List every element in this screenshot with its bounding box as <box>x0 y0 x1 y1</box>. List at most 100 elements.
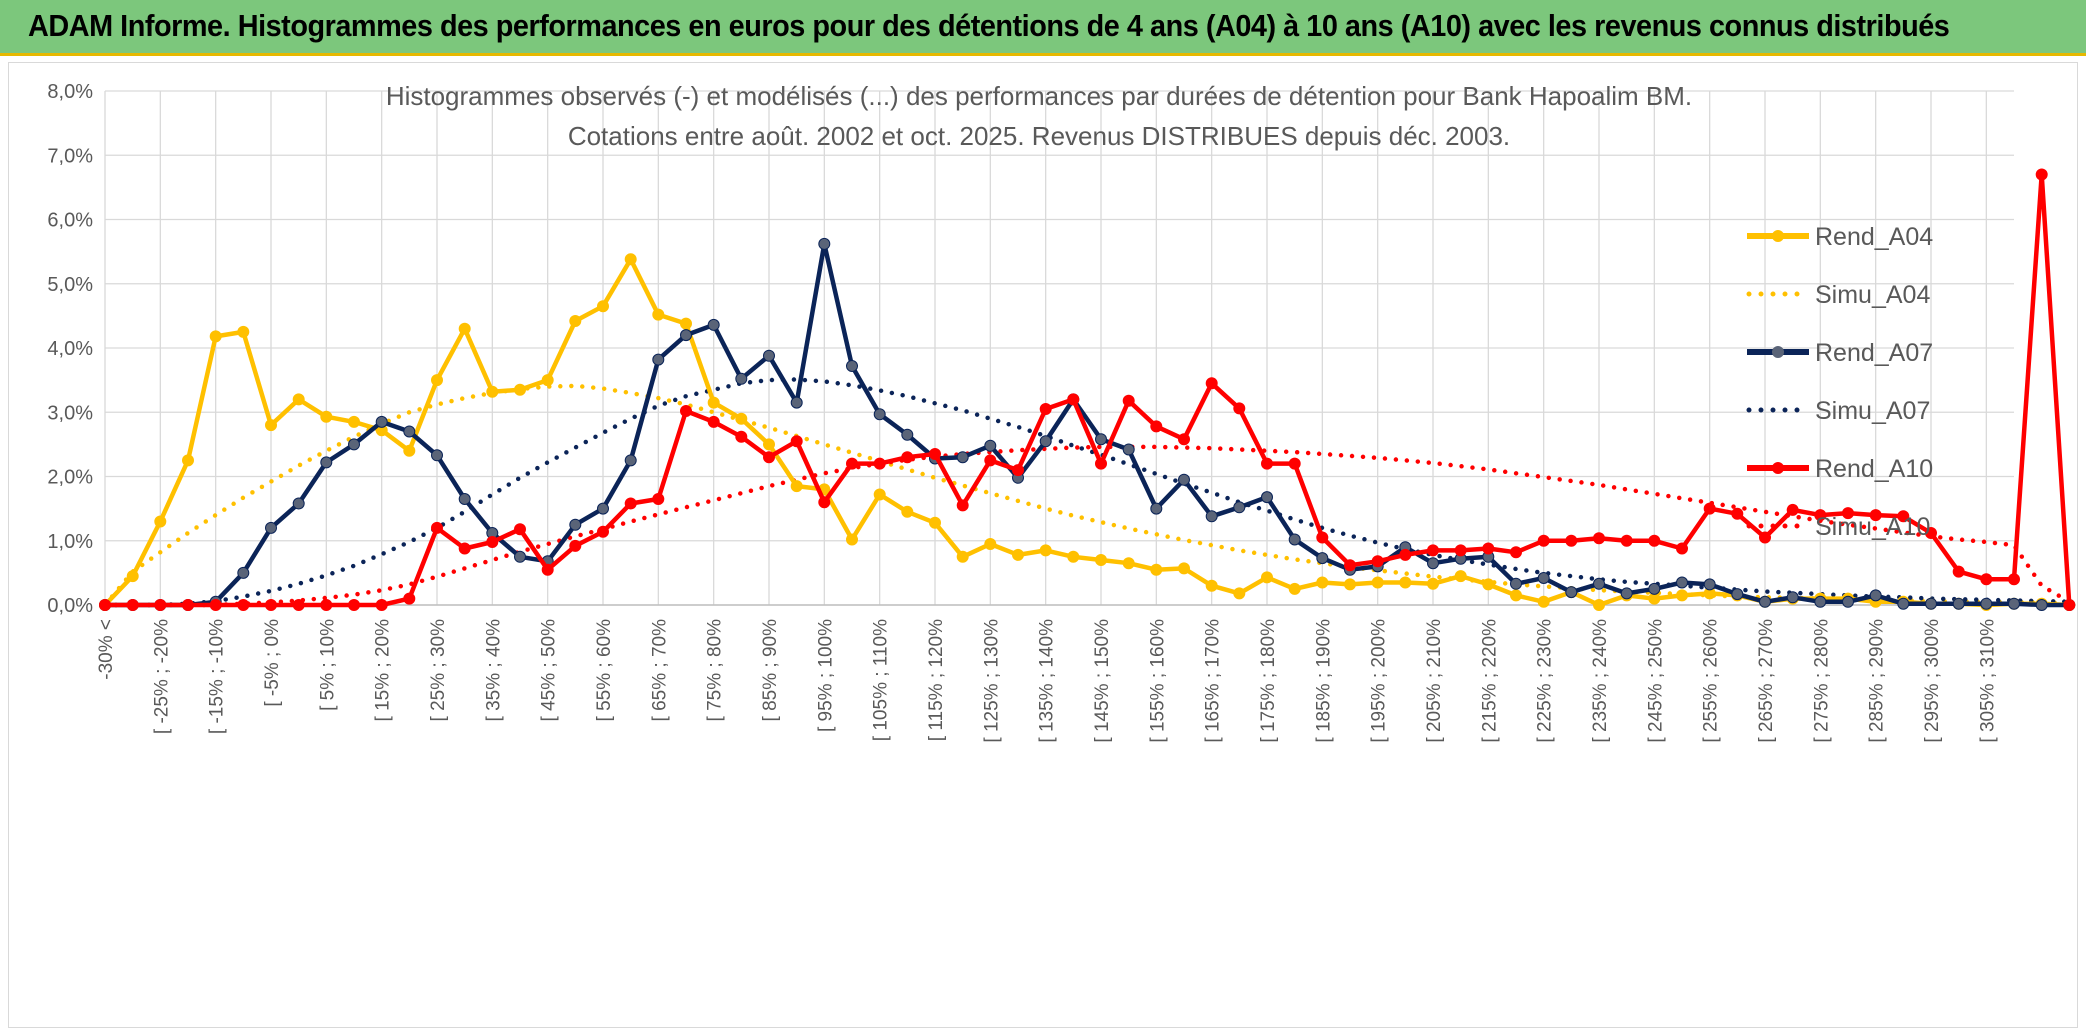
data-point <box>1150 420 1163 433</box>
data-point <box>1620 534 1633 547</box>
x-tick-label: [ 55% ; 60% <box>594 619 615 722</box>
data-point <box>929 516 941 529</box>
x-tick-label: [ 285% ; 290% <box>1867 619 1888 743</box>
data-point <box>2035 168 2048 181</box>
data-point <box>292 393 305 406</box>
data-point <box>1399 576 1412 589</box>
y-tick-label: 7,0% <box>47 145 93 167</box>
data-point <box>514 383 526 396</box>
x-tick-label: [ 75% ; 80% <box>705 619 726 722</box>
data-point <box>1095 433 1107 446</box>
x-tick-label: [ 225% ; 230% <box>1535 619 1556 743</box>
data-point <box>1316 552 1329 565</box>
data-point <box>458 322 471 335</box>
y-tick-label: 6,0% <box>47 210 93 232</box>
data-point <box>1122 394 1135 407</box>
x-tick-label: [ -25% ; -20% <box>151 619 172 734</box>
data-point <box>1205 579 1218 592</box>
data-point <box>1427 577 1439 590</box>
data-point <box>1869 589 1882 602</box>
data-point <box>1205 510 1218 523</box>
x-tick-label: [ 45% ; 50% <box>539 619 560 722</box>
data-point <box>846 457 858 470</box>
data-point <box>652 308 665 321</box>
data-point <box>1178 473 1190 486</box>
data-point <box>431 374 443 387</box>
chart: 0,0% 1,0% 2,0% 3,0% 4,0% 5,0% 6,0% 7,0% 8,0% -30%… <box>47 81 2076 743</box>
data-point <box>1648 582 1661 595</box>
x-tick-label: [ -5% ; 0% <box>262 619 283 707</box>
data-point <box>1288 457 1301 470</box>
data-point <box>652 493 665 505</box>
data-point <box>1316 576 1329 589</box>
legend-item-Rend_A10: Rend_A10 <box>1747 455 1933 483</box>
data-point <box>1205 377 1218 390</box>
data-point <box>1731 588 1744 601</box>
data-point <box>680 329 692 342</box>
data-point <box>1565 534 1578 547</box>
data-point <box>2008 597 2020 610</box>
legend-label: Simu_A07 <box>1815 397 1930 425</box>
x-tick-label: [ 135% ; 140% <box>1037 619 1058 743</box>
x-tick-label: [ 105% ; 110% <box>871 619 892 741</box>
y-tick-label: 0,0% <box>47 595 93 617</box>
data-point <box>735 430 748 443</box>
data-point <box>403 425 416 438</box>
data-point <box>735 412 748 425</box>
data-point <box>1869 509 1882 522</box>
data-point <box>680 317 692 330</box>
data-point <box>1676 542 1688 555</box>
data-point <box>1537 595 1550 608</box>
x-tick-label: [ 125% ; 130% <box>981 619 1002 743</box>
data-point <box>763 349 775 362</box>
data-point <box>1067 393 1080 406</box>
data-point <box>1676 576 1688 589</box>
data-point <box>846 533 858 546</box>
data-point <box>1510 589 1522 602</box>
x-tick-label: [ 65% ; 70% <box>649 619 670 722</box>
data-point <box>1427 544 1439 557</box>
data-point <box>763 451 775 464</box>
data-point <box>1703 502 1716 515</box>
data-point <box>1344 559 1356 572</box>
data-point <box>1510 577 1522 590</box>
data-point <box>1371 555 1384 568</box>
data-point <box>514 523 526 536</box>
data-point <box>1814 595 1827 608</box>
data-point <box>597 502 609 515</box>
data-point <box>846 360 858 372</box>
x-tick-label: [ 255% ; 260% <box>1701 619 1722 743</box>
chart-grid <box>104 90 2014 606</box>
data-point <box>1593 599 1605 611</box>
series-Rend_A07 <box>99 237 2076 611</box>
data-point <box>1814 509 1827 522</box>
data-point <box>1399 548 1412 561</box>
data-point <box>818 496 831 509</box>
series-line <box>102 377 2072 608</box>
data-point <box>2008 573 2020 586</box>
data-point <box>597 525 609 538</box>
data-point <box>1648 534 1661 547</box>
data-point <box>624 497 637 510</box>
y-tick-label: 4,0% <box>47 338 93 360</box>
data-point <box>1178 562 1190 575</box>
data-point <box>1288 533 1301 546</box>
series-line <box>105 172 2072 608</box>
data-point <box>1593 532 1605 545</box>
data-point <box>375 599 388 611</box>
x-tick-label: [ 35% ; 40% <box>483 619 504 722</box>
x-tick-label: [ 15% ; 20% <box>373 619 394 722</box>
data-point <box>541 374 554 387</box>
data-point <box>458 542 471 555</box>
data-point <box>1178 433 1190 446</box>
legend-label: Rend_A07 <box>1815 339 1933 367</box>
data-point <box>348 438 360 451</box>
data-point <box>873 488 886 501</box>
data-point <box>956 499 969 512</box>
legend-label: Rend_A04 <box>1815 223 1933 251</box>
data-point <box>292 599 305 611</box>
x-tick-label: [ 245% ; 250% <box>1645 619 1666 743</box>
data-point <box>1842 507 1854 520</box>
x-tick-label: [ 305% ; 310% <box>1977 619 1998 743</box>
data-point <box>735 372 748 385</box>
